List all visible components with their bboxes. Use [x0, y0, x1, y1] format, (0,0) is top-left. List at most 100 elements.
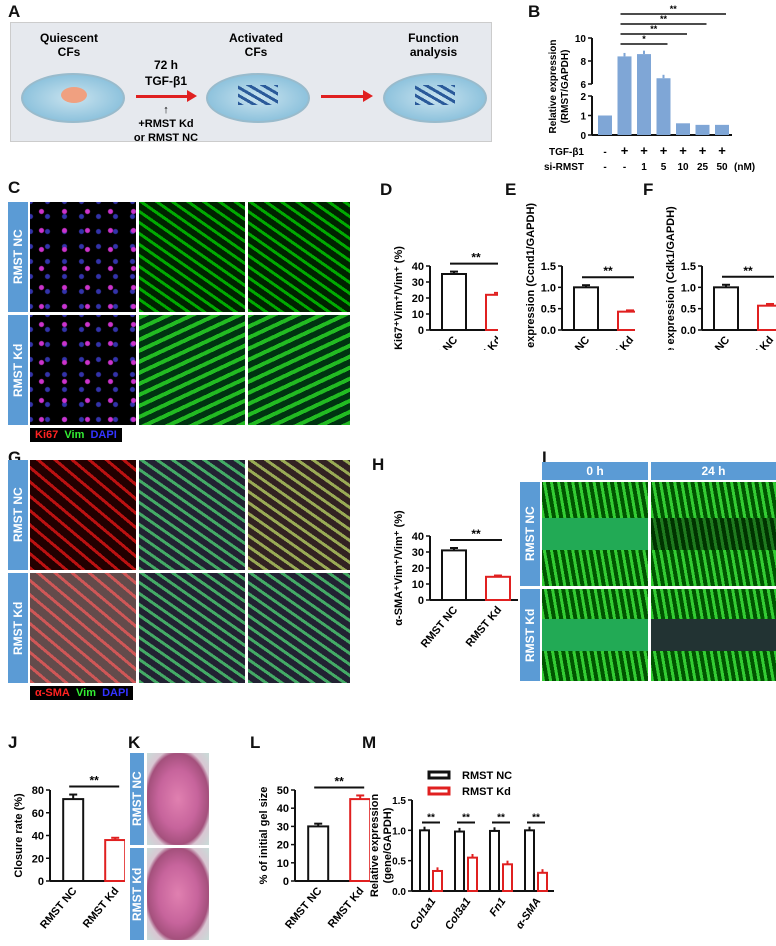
step-quiescent: Quiescent CFs — [39, 31, 99, 59]
row-label-nc: RMST NC — [130, 753, 144, 845]
y-tick-label: 1 — [580, 112, 586, 123]
treatment: TGF-β1 — [145, 74, 187, 88]
x-tick-label: α-SMA — [514, 896, 544, 932]
bar-kd — [485, 575, 511, 602]
panel-label-k: K — [128, 733, 141, 752]
chart-j: 0 20 40 60 80 Closure rate (%) RMST NC RMST Kd *… — [13, 774, 125, 931]
y-tick-label: 50 — [277, 785, 289, 797]
bar-nc — [419, 829, 430, 893]
bar — [715, 124, 729, 135]
bar-kd — [537, 871, 548, 893]
panel-label-j: J — [8, 733, 18, 752]
x-tick-label: RMST NC — [551, 334, 592, 350]
scratch-24h-nc — [651, 482, 776, 586]
panel-label-m: M — [362, 733, 377, 752]
y-tick-label: 0.0 — [681, 325, 696, 337]
x-tick-label: Col3a1 — [443, 896, 474, 932]
y-tick-label: 1.0 — [681, 282, 696, 294]
significance-label: * — [642, 34, 646, 44]
y-tick-label: 0 — [38, 876, 44, 888]
y-tick-label: 0 — [283, 876, 289, 888]
row-value: - — [603, 162, 606, 173]
x-tick-label: RMST NC — [419, 604, 460, 650]
y-tick-label: 6 — [580, 80, 586, 91]
significance-label: ** — [603, 264, 613, 278]
row-value: + — [660, 143, 668, 158]
legend-dapi: DAPI — [90, 429, 117, 441]
y-tick-label: 10 — [412, 309, 424, 321]
row-label-nc: RMST NC — [520, 482, 540, 586]
y-tick-label: 20 — [32, 853, 44, 865]
arrow-icon — [321, 95, 366, 98]
arrow-icon — [187, 90, 197, 102]
row-value: - — [623, 162, 626, 173]
row-label-nc: RMST NC — [8, 460, 28, 570]
bar-kd — [432, 869, 443, 893]
row-value: 50 — [716, 162, 728, 173]
bar-kd — [104, 839, 125, 883]
significance-label: ** — [650, 24, 658, 34]
bar-nc — [62, 798, 85, 882]
panel-label-d: D — [380, 180, 393, 199]
micrograph-merge-kd — [248, 573, 350, 683]
panel-label-f: F — [643, 180, 654, 199]
y-tick-label: 1.0 — [392, 826, 406, 837]
gel-photo-kd — [147, 848, 209, 940]
bar-nc — [489, 829, 500, 893]
significance-label: ** — [670, 4, 678, 14]
y-tick-label: 0.0 — [392, 887, 406, 898]
panel-label-a: A — [8, 2, 21, 21]
micrograph-ki67-kd — [30, 315, 136, 425]
legend-dapi: DAPI — [102, 687, 129, 699]
x-tick-label: RMST NC — [283, 885, 324, 931]
x-tick-label: RMST Kd — [464, 334, 498, 350]
chart-f: 0.0 0.5 1.0 1.5 Relative expression (Cdk1/GA… — [665, 206, 776, 350]
legend-label: RMST NC — [462, 770, 512, 782]
x-tick-label: RMST NC — [419, 334, 460, 350]
y-axis-label: Ki67⁺Vim⁺/Vim⁺ (%) — [393, 246, 405, 350]
x-tick-label: RMST Kd — [81, 885, 122, 930]
significance-label: ** — [660, 14, 668, 24]
y-tick-label: 0.5 — [392, 857, 406, 868]
stain-legend-c: Ki67 Vim DAPI — [30, 428, 122, 442]
x-tick-label: Col1a1 — [408, 896, 439, 932]
y-axis-label: (RMST/GAPDH) — [560, 50, 571, 124]
bar — [637, 54, 651, 135]
significance-label: ** — [427, 812, 435, 823]
row-value: 5 — [661, 162, 667, 173]
y-axis-label: (gene/GAPDH) — [382, 807, 394, 883]
y-tick-label: 20 — [412, 293, 424, 305]
bar — [695, 124, 710, 135]
bar-kd — [617, 310, 635, 332]
y-axis-label: Relative expression (Cdk1/GAPDH) — [665, 206, 677, 350]
x-tick-label: RMST NC — [691, 334, 732, 350]
y-axis-label: Relative expression — [548, 40, 559, 134]
chart-e: 0.0 0.5 1.0 1.5 Relative expression (Ccnd1/G… — [525, 203, 635, 350]
y-tick-label: 0.0 — [541, 325, 556, 337]
y-tick-label: 0.5 — [681, 304, 696, 316]
y-tick-label: 60 — [32, 808, 44, 820]
y-tick-label: 30 — [277, 821, 289, 833]
y-tick-label: 20 — [412, 563, 424, 575]
panel-label-b: B — [528, 2, 541, 21]
significance-label: ** — [532, 812, 540, 823]
significance-label: ** — [497, 812, 505, 823]
micrograph-merge-nc — [248, 460, 350, 570]
row-value: 10 — [677, 162, 689, 173]
row-value: - — [603, 147, 606, 158]
x-tick-label: RMST Kd — [736, 334, 776, 350]
panel-label-i: I — [542, 448, 547, 467]
row-value: + — [621, 143, 629, 158]
row-value: + — [699, 143, 707, 158]
y-tick-label: 20 — [277, 840, 289, 852]
y-tick-label: 8 — [580, 57, 586, 68]
micrograph-vim-kd — [139, 573, 245, 683]
panel-label-c: C — [8, 178, 21, 197]
y-tick-label: 30 — [412, 547, 424, 559]
row-value: 25 — [697, 162, 709, 173]
micrograph-vim-nc — [139, 460, 245, 570]
dish-icon — [21, 73, 125, 123]
y-tick-label: 80 — [32, 785, 44, 797]
bar-nc — [573, 286, 599, 332]
panel-label-l: L — [250, 733, 261, 752]
